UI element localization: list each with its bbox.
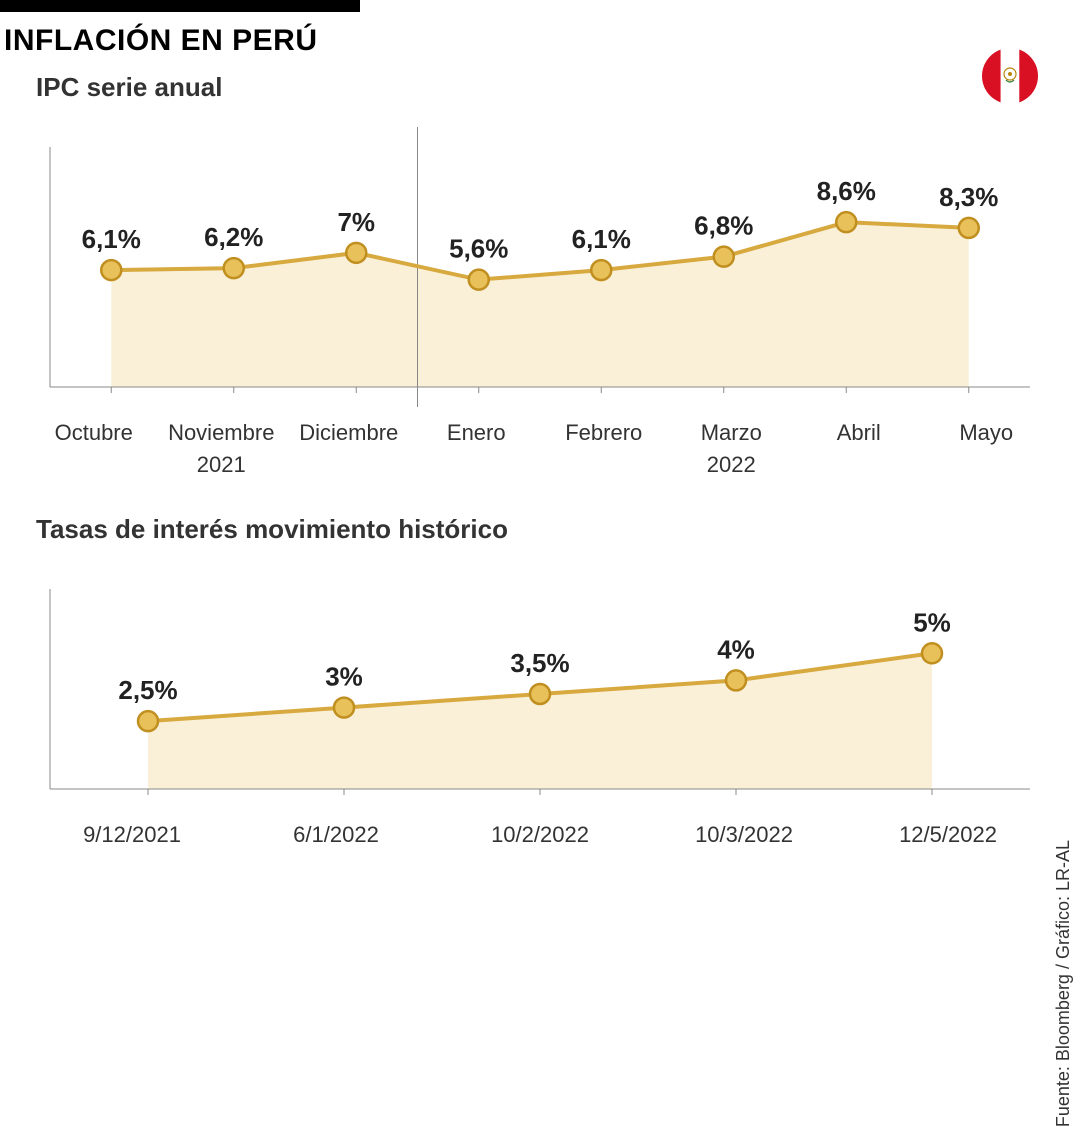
x-axis-label: Enero [413, 420, 541, 446]
decorative-top-bar [0, 0, 360, 12]
ipc-chart-svg: 6,1% 6,2% 7% 5,6% 6,1% 6,8% 8,6% 8,3% [30, 107, 1050, 407]
rates-chart: 2,5% 3% 3,5% 4% 5% [30, 549, 1050, 814]
x-axis-label: 10/3/2022 [642, 822, 846, 848]
ipc-chart: 6,1% 6,2% 7% 5,6% 6,1% 6,8% 8,6% 8,3% [30, 107, 1050, 412]
svg-text:8,6%: 8,6% [817, 176, 876, 206]
svg-text:3%: 3% [325, 662, 363, 692]
x-axis-label: Abril [795, 420, 923, 446]
rates-chart-svg: 2,5% 3% 3,5% 4% 5% [30, 549, 1050, 809]
x-axis-label: 10/2/2022 [438, 822, 642, 848]
svg-text:6,2%: 6,2% [204, 222, 263, 252]
x-axis-label: 9/12/2021 [30, 822, 234, 848]
ipc-year-labels: 20212022 [30, 446, 1050, 478]
svg-text:3,5%: 3,5% [510, 648, 569, 678]
svg-text:6,1%: 6,1% [572, 224, 631, 254]
svg-text:6,1%: 6,1% [82, 224, 141, 254]
source-credit: Fuente: Bloomberg / Gráfico: LR-AL [1053, 840, 1074, 1127]
x-axis-label: Octubre [30, 420, 158, 446]
svg-text:7%: 7% [337, 207, 375, 237]
x-axis-label: Febrero [540, 420, 668, 446]
x-axis-label: Mayo [923, 420, 1051, 446]
rates-chart-title: Tasas de interés movimiento histórico [30, 506, 1050, 549]
svg-text:8,3%: 8,3% [939, 182, 998, 212]
rates-x-labels: 9/12/20216/1/202210/2/202210/3/202212/5/… [30, 814, 1050, 848]
ipc-chart-section: IPC serie anual 6,1% 6,2% 7% 5,6% 6,1% 6,8% 8,… [0, 64, 1080, 478]
svg-text:5%: 5% [913, 607, 951, 637]
year-group-label: 2021 [30, 452, 413, 478]
ipc-x-labels: OctubreNoviembreDiciembreEneroFebreroMar… [30, 412, 1050, 446]
svg-text:5,6%: 5,6% [449, 234, 508, 264]
year-group-label: 2022 [413, 452, 1051, 478]
svg-text:2,5%: 2,5% [118, 675, 177, 705]
ipc-chart-title: IPC serie anual [30, 64, 1050, 107]
x-axis-label: Noviembre [158, 420, 286, 446]
x-axis-label: 12/5/2022 [846, 822, 1050, 848]
svg-text:4%: 4% [717, 634, 755, 664]
svg-text:6,8%: 6,8% [694, 211, 753, 241]
page-title: INFLACIÓN EN PERÚ [0, 12, 1080, 64]
x-axis-label: Marzo [668, 420, 796, 446]
rates-chart-section: Tasas de interés movimiento histórico 2,… [0, 506, 1080, 848]
x-axis-label: 6/1/2022 [234, 822, 438, 848]
x-axis-label: Diciembre [285, 420, 413, 446]
